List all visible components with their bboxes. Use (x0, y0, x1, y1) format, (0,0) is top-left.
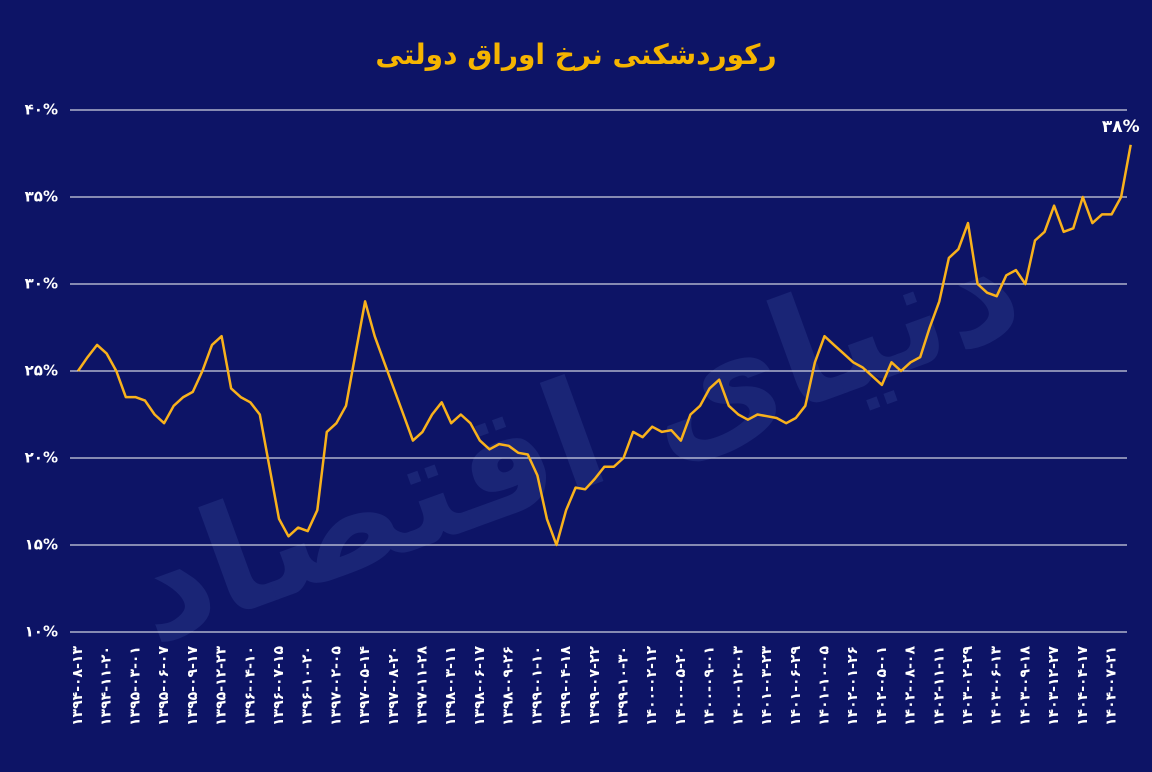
x-tick-label: ۱۴۰۰-۰۹-۰۱ (702, 646, 718, 726)
x-tick-label: ۱۳۹۹-۰۴-۱۸ (558, 646, 574, 726)
y-tick-label: ۴۰% (25, 101, 58, 119)
y-tick-label: ۳۵% (25, 188, 58, 206)
x-tick-label: ۱۳۹۵-۰۳-۰۱ (127, 646, 143, 726)
x-tick-label: ۱۴۰۴-۰۷-۲۱ (1104, 646, 1120, 726)
x-tick-label: ۱۳۹۷-۰۸-۲۰ (386, 646, 402, 726)
x-tick-label: ۱۳۹۸-۰۶-۱۷ (472, 646, 488, 726)
x-tick-label: ۱۴۰۳-۰۹-۱۸ (1017, 646, 1033, 726)
y-tick-label: ۳۰% (25, 275, 58, 293)
x-tick-label: ۱۴۰۲-۰۸-۰۸ (903, 646, 919, 726)
x-tick-label: ۱۳۹۴-۰۸-۱۳ (70, 646, 86, 726)
x-tick-label: ۱۳۹۹-۰۷-۲۲ (587, 646, 603, 726)
x-tick-label: ۱۴۰۰-۱۲-۰۳ (730, 646, 746, 726)
x-tick-label: ۱۴۰۰-۰۲-۱۲ (644, 646, 660, 726)
x-tick-label: ۱۳۹۸-۰۹-۲۶ (501, 646, 517, 726)
x-tick-label: ۱۴۰۲-۰۵-۰۱ (874, 646, 890, 726)
x-tick-label: ۱۴۰۲-۱۱-۱۱ (931, 646, 947, 726)
x-tick-label: ۱۴۰۴-۰۴-۱۷ (1075, 646, 1091, 726)
y-tick-label: ۱۰% (25, 623, 58, 641)
x-tick-label: ۱۴۰۱-۰۶-۲۹ (788, 646, 804, 726)
x-tick-label: ۱۳۹۷-۱۱-۲۸ (415, 646, 431, 726)
x-tick-label: ۱۴۰۳-۰۶-۱۳ (989, 646, 1005, 726)
line (76, 144, 1132, 547)
y-tick-label: ۱۵% (25, 536, 58, 554)
y-tick-label: ۲۰% (25, 449, 58, 467)
x-tick-label: ۱۳۹۵-۱۲-۲۳ (214, 646, 230, 726)
x-tick-label: ۱۴۰۰-۰۵-۲۰ (673, 646, 689, 726)
y-tick-label: ۲۵% (25, 362, 58, 380)
x-tick-label: ۱۴۰۳-۰۲-۲۹ (960, 646, 976, 726)
x-tick-label: ۱۳۹۹-۱۰-۳۰ (615, 646, 631, 726)
x-tick-label: ۱۳۹۶-۰۴-۱۰ (242, 646, 258, 726)
x-tick-label: ۱۳۹۷-۰۲-۰۵ (328, 646, 344, 726)
x-tick-label: ۱۴۰۱-۱۰-۰۵ (816, 646, 832, 726)
x-tick-label: ۱۳۹۵-۰۶-۰۷ (156, 646, 172, 726)
annotation: ۳۸% (1102, 117, 1140, 137)
x-tick-label: ۱۳۹۷-۰۵-۱۴ (357, 646, 373, 726)
x-tick-label: ۱۴۰۲-۰۱-۲۶ (845, 646, 861, 726)
x-tick-label: ۱۳۹۹-۰۱-۱۰ (529, 646, 545, 726)
x-tick-label: ۱۳۹۶-۱۰-۲۰ (300, 646, 316, 726)
x-tick-label: ۱۴۰۱-۰۳-۲۳ (759, 646, 775, 726)
x-tick-label: ۱۳۹۸-۰۳-۱۱ (443, 646, 459, 726)
x-tick-label: ۱۳۹۵-۰۹-۱۷ (185, 646, 201, 726)
x-tick-label: ۱۴۰۳-۱۲-۲۷ (1046, 646, 1062, 726)
chart-title: رکوردشکنی نرخ اوراق دولتی (375, 38, 776, 71)
x-tick-label: ۱۳۹۴-۱۱-۲۰ (99, 646, 115, 726)
x-tick-label: ۱۳۹۶-۰۷-۱۵ (271, 646, 287, 726)
